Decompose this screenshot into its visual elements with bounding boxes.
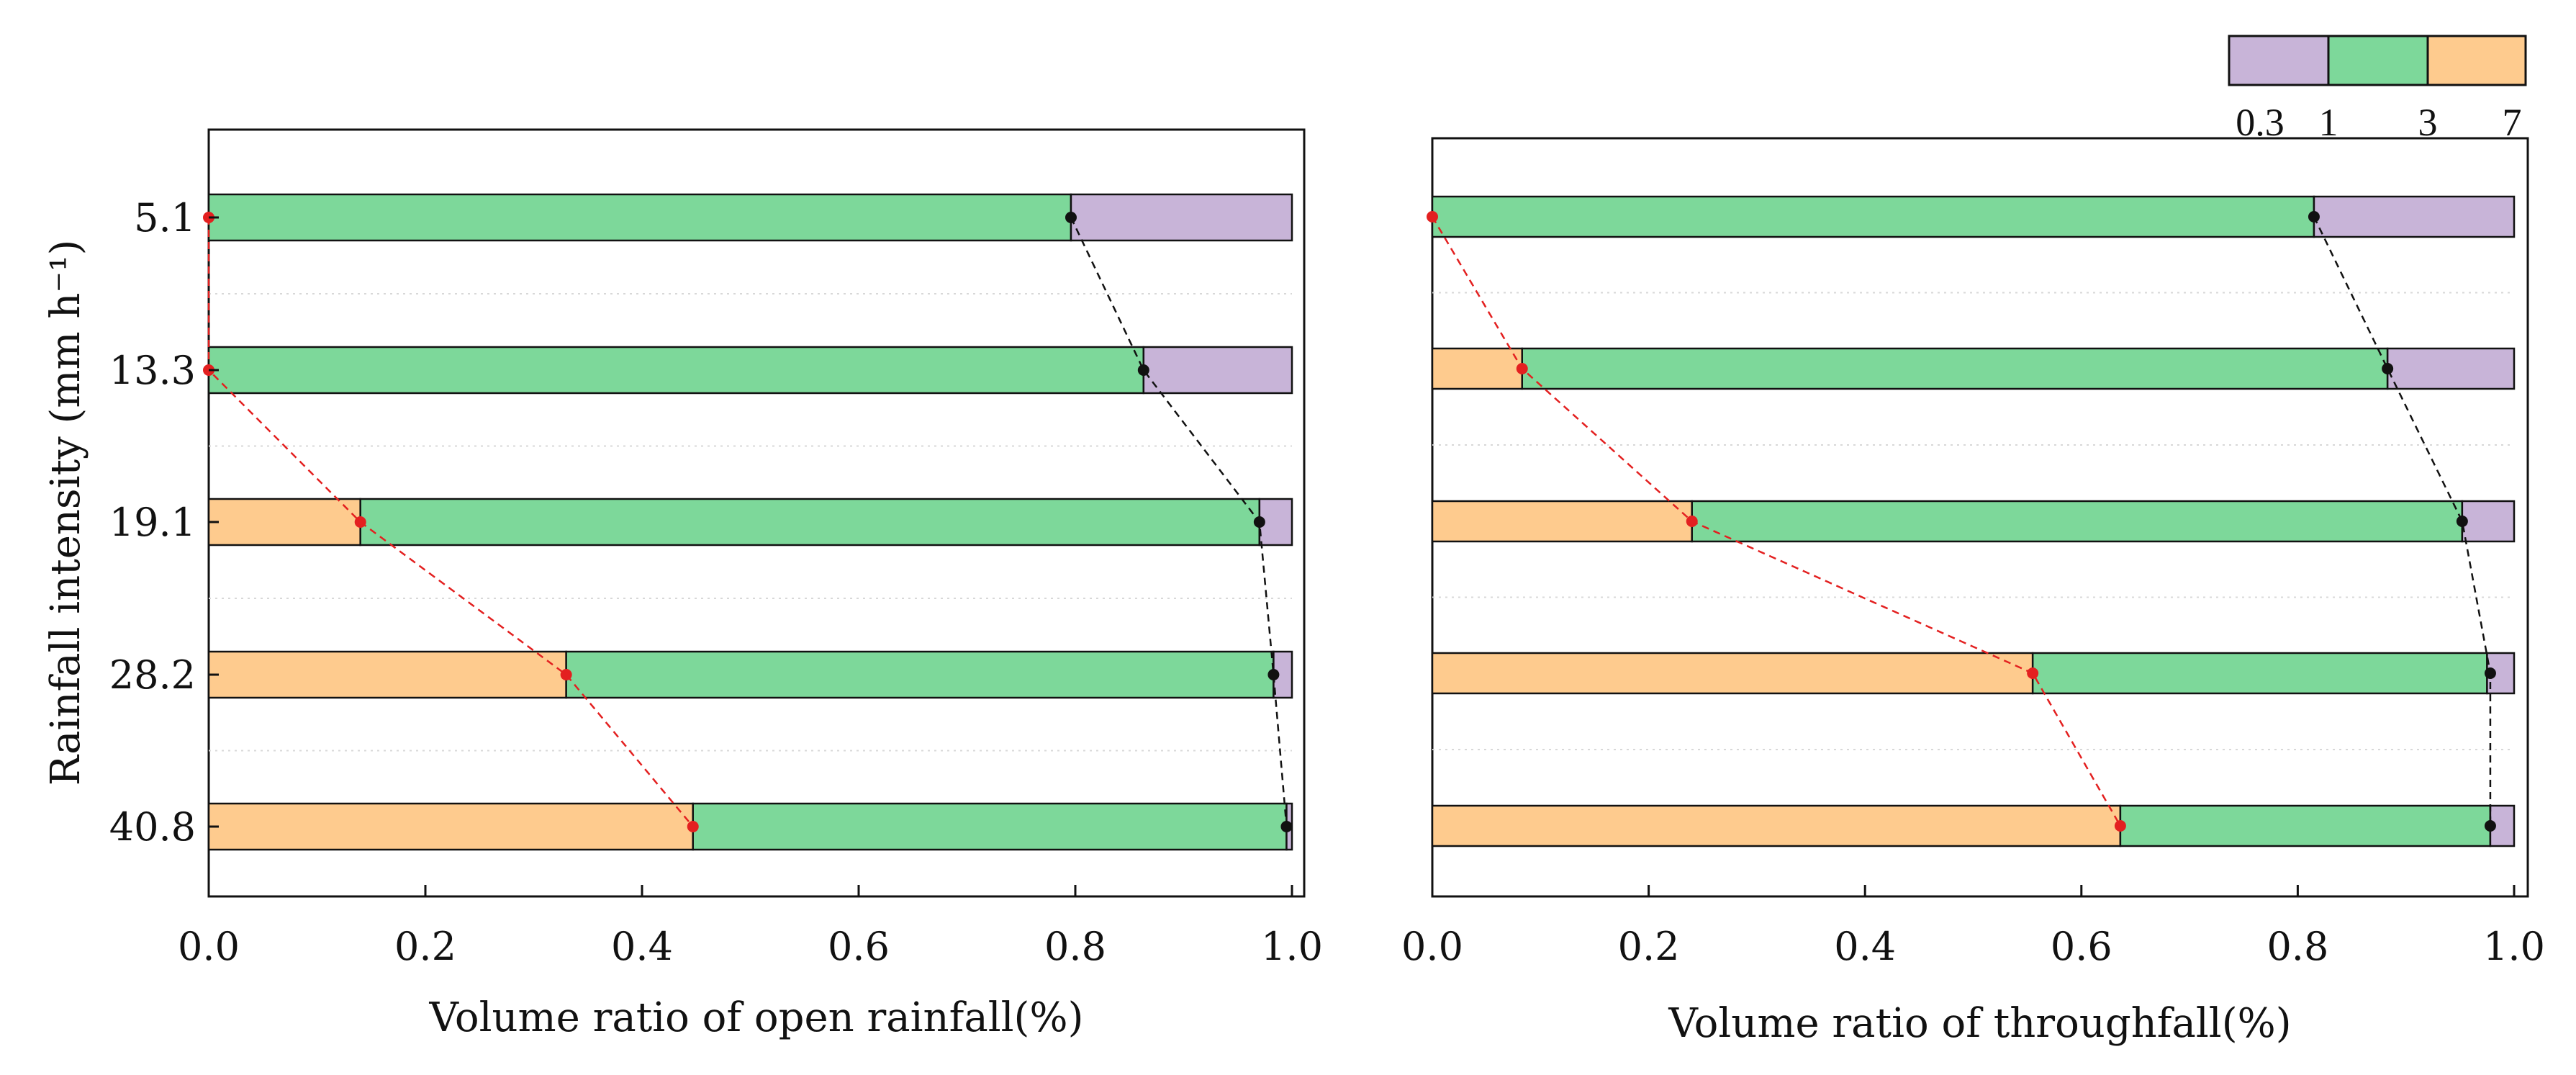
bar-segment-3-7-28.2 (1431, 652, 2034, 695)
bar-segment-0.3-1-5.1 (1070, 193, 1293, 242)
bar-segment-3-7-28.2 (207, 650, 567, 699)
x-tick-label-0.6: 0.6 (828, 924, 890, 969)
left-trend-lines (203, 212, 1293, 832)
bar-segment-0.3-1-5.1 (2313, 195, 2516, 238)
x-tick-label-0.0: 0.0 (1401, 924, 1463, 969)
bar-segment-1-3-40.8 (692, 802, 1288, 851)
y-tick-label-19.1: 19.1 (109, 500, 196, 545)
bar-segment-1-3-5.1 (207, 193, 1072, 242)
x-tick-label-0.2: 0.2 (394, 924, 456, 969)
bar-segment-1-3-28.2 (565, 650, 1275, 699)
red-points-marker-28.2 (560, 669, 572, 680)
right-x-ticks: 0.0 0.2 0.4 0.6 0.8 1.0 (1401, 885, 2545, 969)
left-x-axis-title: Volume ratio of open rainfall(%) (429, 994, 1084, 1041)
bar-segment-1-3-13.3 (207, 346, 1145, 395)
black-points-marker-19.1 (1253, 516, 1265, 528)
legend: 0.3 1 3 7 (2228, 35, 2527, 144)
x-tick-label-0.6: 0.6 (2051, 924, 2112, 969)
bar-segment-0.3-1-19.1 (2461, 500, 2516, 543)
y-tick-label-13.3: 13.3 (109, 348, 196, 393)
x-tick-label-0.8: 0.8 (1044, 924, 1106, 969)
legend-swatch-0.3-1 (2228, 35, 2330, 86)
bar-segment-3-7-19.1 (1431, 500, 1693, 543)
black-points-marker-5.1 (2308, 211, 2320, 222)
black-points-marker-13.3 (2382, 363, 2394, 374)
bar-segment-0.3-1-13.3 (1142, 346, 1293, 395)
bar-segment-3-7-40.8 (207, 802, 694, 851)
bar-segment-1-3-40.8 (2119, 804, 2492, 847)
right-x-axis-title: Volume ratio of throughfall(%) (1668, 1000, 2291, 1047)
black-points-line (2313, 216, 2492, 826)
black-points-marker-19.1 (2456, 516, 2468, 527)
y-tick-label-28.2: 28.2 (109, 652, 196, 698)
red-points-marker-28.2 (2027, 667, 2039, 679)
legend-swatch-3-7 (2426, 35, 2527, 86)
legend-tick-2: 3 (2418, 101, 2438, 144)
red-points-marker-19.1 (354, 516, 366, 528)
legend-tick-0: 0.3 (2236, 101, 2284, 144)
red-points-marker-19.1 (1686, 516, 1698, 527)
bar-segment-3-7-13.3 (1431, 347, 1523, 390)
legend-tick-1: 1 (2319, 101, 2338, 144)
bar-segment-3-7-40.8 (1431, 804, 2122, 847)
left-x-ticks: 0.0 0.2 0.4 0.6 0.8 1.0 (178, 885, 1323, 969)
bar-segment-1-3-28.2 (2031, 652, 2488, 695)
chart-right: 0.0 0.2 0.4 0.6 0.8 1.0 Volume ratio of throu… (1401, 137, 2545, 1047)
x-tick-label-0.8: 0.8 (2267, 924, 2328, 969)
red-points-marker-13.3 (1516, 363, 1528, 374)
bar-segment-1-3-5.1 (1431, 195, 2315, 238)
x-tick-label-0.4: 0.4 (611, 924, 673, 969)
bar-segment-3-7-19.1 (207, 498, 361, 547)
chart-left: 0.0 0.2 0.4 0.6 0.8 1.0 5.1 13.3 19.1 28.2 40.8 V… (42, 128, 1323, 1041)
black-points-marker-28.2 (2484, 667, 2496, 679)
red-points-marker-5.1 (1427, 211, 1438, 222)
bar-segment-1-3-19.1 (359, 498, 1261, 547)
bar-segment-1-3-19.1 (1691, 500, 2464, 543)
right-trend-lines (1427, 211, 2496, 832)
bar-segment-0.3-1-13.3 (2386, 347, 2516, 390)
legend-swatch-1-3 (2327, 35, 2429, 86)
black-points-marker-40.8 (2484, 820, 2496, 832)
left-y-axis-title: Rainfall intensity (mm h⁻¹) (42, 240, 89, 786)
right-gridlines (1432, 292, 2514, 750)
legend-tick-3: 7 (2503, 101, 2522, 144)
red-points-marker-40.8 (687, 821, 699, 832)
bar-segment-1-3-13.3 (1521, 347, 2389, 390)
right-bars (1431, 195, 2516, 847)
x-tick-label-1.0: 1.0 (2483, 924, 2545, 969)
left-y-ticks: 5.1 13.3 19.1 28.2 40.8 (109, 195, 219, 850)
red-points-marker-40.8 (2114, 820, 2126, 832)
black-points-marker-28.2 (1267, 669, 1280, 680)
x-tick-label-1.0: 1.0 (1261, 924, 1323, 969)
left-bars (207, 193, 1293, 851)
x-tick-label-0.0: 0.0 (178, 924, 240, 969)
black-points-marker-13.3 (1137, 364, 1149, 376)
black-points-marker-40.8 (1280, 821, 1293, 832)
black-points-marker-5.1 (1065, 212, 1077, 223)
y-tick-label-40.8: 40.8 (109, 804, 196, 850)
y-tick-label-5.1: 5.1 (134, 195, 196, 240)
x-tick-label-0.4: 0.4 (1834, 924, 1896, 969)
x-tick-label-0.2: 0.2 (1618, 924, 1680, 969)
